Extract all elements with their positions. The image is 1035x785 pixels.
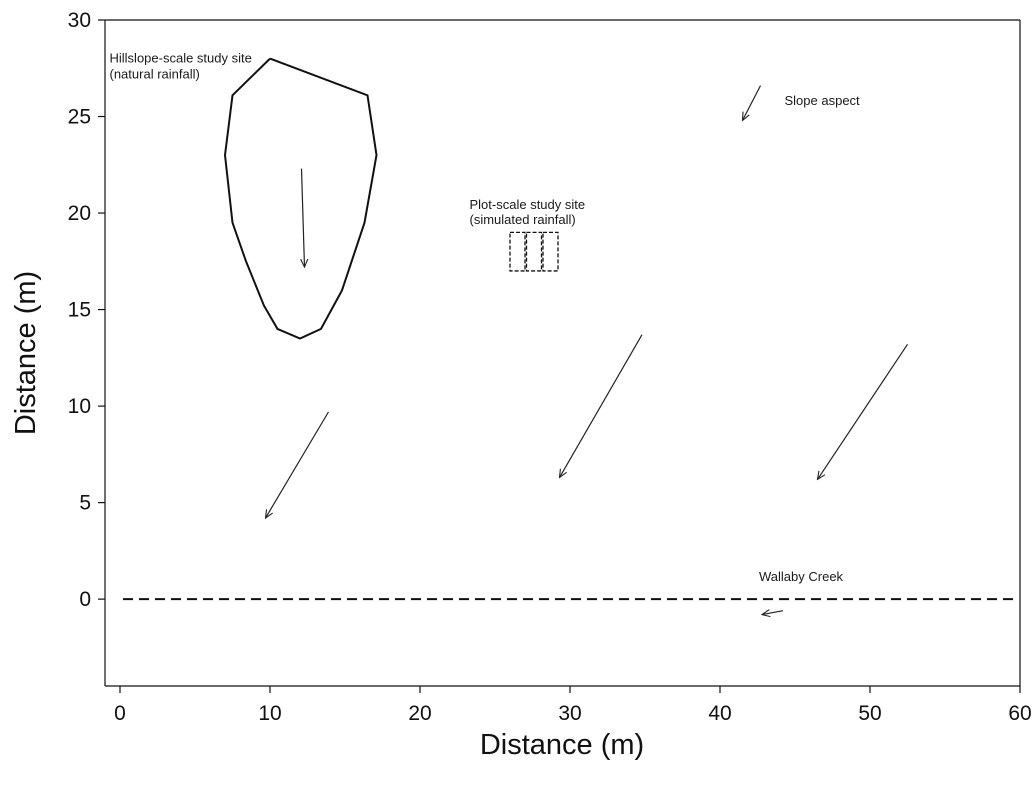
hillslope-site-boundary [223,57,378,340]
y-tick-label: 5 [79,492,91,515]
x-tick-label: 60 [1008,702,1031,725]
hillslope-site: Hillslope-scale study site (natural rain… [110,50,378,340]
y-tick-label: 0 [79,588,91,611]
x-axis-title: Distance (m) [480,729,644,761]
y-tick-label: 15 [68,299,91,322]
y-tick-label: 10 [68,395,91,418]
x-tick-label: 50 [858,702,881,725]
creek-label: Wallaby Creek [759,569,844,584]
plot-frame [104,19,1021,687]
slope-aspect-arrow [560,334,643,478]
x-tick-label: 20 [408,702,431,725]
hillslope-flow-arrow [302,168,305,267]
y-tick-label: 20 [68,202,91,225]
y-tick-label: 30 [68,9,91,32]
slope-aspect-arrow [818,343,908,479]
slope-aspect-arrow [743,85,762,121]
creek-flow-arrow [762,611,784,615]
hillslope-site-label: Hillslope-scale study site [110,50,252,65]
y-tick-label: 25 [68,106,91,129]
plot-site-label: Plot-scale study site [470,197,586,212]
slope-aspect-arrow [266,411,330,518]
y-axis-ticks: 0 5 10 15 20 25 30 [68,9,105,611]
x-axis-ticks: 0 10 20 30 40 50 60 [114,686,1032,725]
plot-site: Plot-scale study site (simulated rainfal… [470,197,586,272]
hillslope-site-sublabel: (natural rainfall) [110,66,200,81]
creek: Wallaby Creek [123,569,1019,615]
slope-aspect-label: Slope aspect [785,93,861,108]
rainfall-plot [542,231,559,272]
x-tick-label: 0 [114,702,126,725]
rainfall-plot [525,231,543,272]
rainfall-plot [509,231,526,272]
y-axis-title: Distance (m) [10,271,42,435]
x-tick-label: 40 [708,702,731,725]
slope-aspect-arrows [266,85,908,518]
x-tick-label: 10 [258,702,281,725]
x-tick-label: 30 [558,702,581,725]
plot-site-sublabel: (simulated rainfall) [470,212,576,227]
